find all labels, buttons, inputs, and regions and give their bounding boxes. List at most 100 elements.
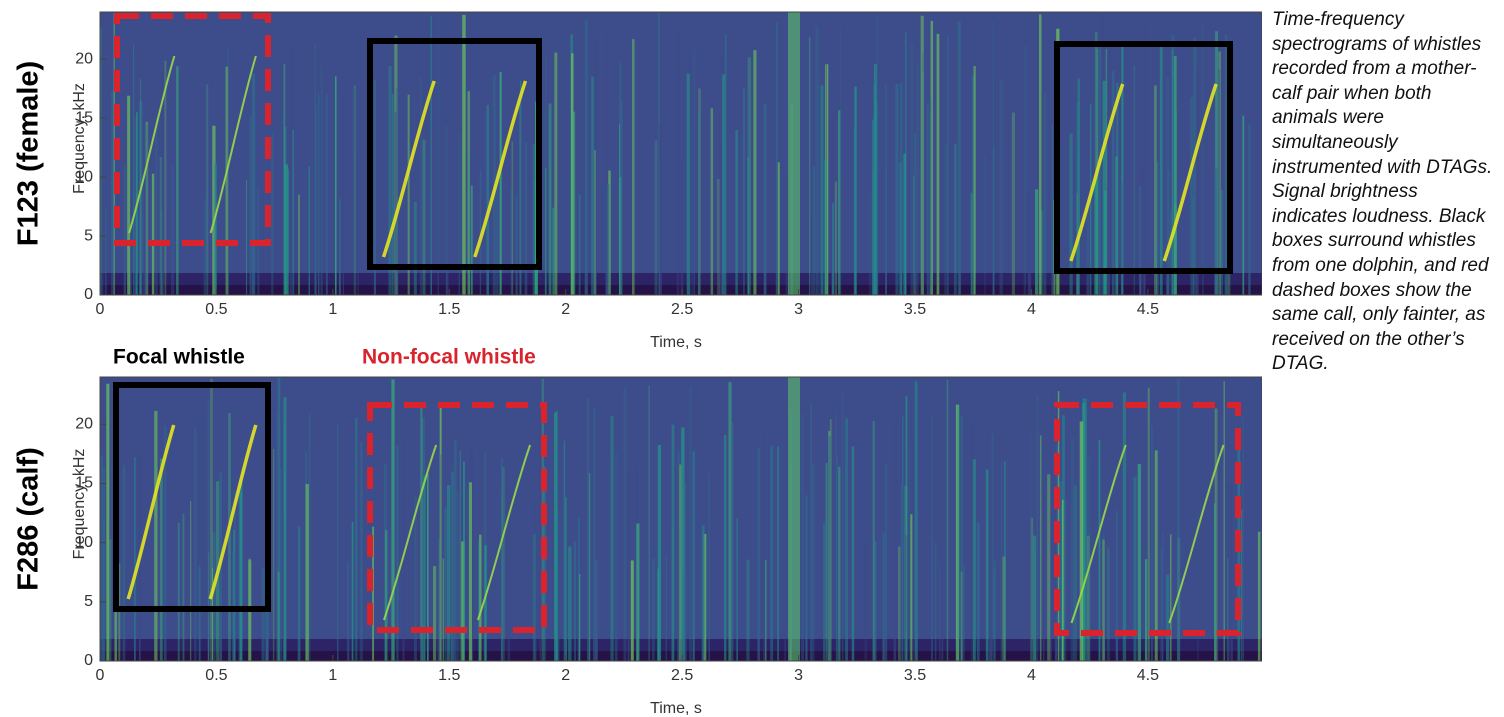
click-stripe <box>957 20 961 295</box>
click-stripe <box>993 569 996 661</box>
click-stripe <box>287 168 289 295</box>
click-stripe <box>388 65 392 295</box>
whistle-contour <box>126 424 176 600</box>
click-stripe <box>823 523 825 661</box>
floor-band <box>100 285 1262 295</box>
x-tick-label: 3 <box>794 667 803 684</box>
click-stripe <box>1197 383 1199 661</box>
click-stripe <box>1076 102 1080 295</box>
x-tick-label: 1 <box>328 667 337 684</box>
click-stripe <box>1030 517 1034 661</box>
click-stripe <box>953 143 957 295</box>
click-stripe <box>1004 461 1006 661</box>
click-stripe <box>747 57 752 295</box>
click-stripe <box>298 194 300 295</box>
click-stripe <box>239 480 243 661</box>
y-tick-label: 20 <box>75 416 93 433</box>
x-tick-label: 1.5 <box>438 301 460 318</box>
y-tick-label: 15 <box>75 475 93 492</box>
click-stripe <box>314 44 317 295</box>
click-stripe <box>1160 549 1163 661</box>
click-stripe <box>532 143 536 295</box>
click-stripe <box>1159 40 1163 295</box>
click-stripe <box>203 198 206 295</box>
click-stripe <box>292 129 295 295</box>
click-stripe <box>593 38 597 295</box>
click-stripe <box>432 566 437 661</box>
click-stripe <box>840 27 842 295</box>
click-stripe <box>619 62 622 295</box>
click-stripe <box>391 379 395 661</box>
click-stripe <box>784 400 786 661</box>
click-stripe <box>337 423 339 661</box>
click-stripe <box>895 84 899 295</box>
click-stripe <box>447 485 451 661</box>
click-stripe <box>959 24 961 295</box>
click-stripe <box>544 54 548 295</box>
click-stripe <box>549 112 551 295</box>
click-stripe <box>913 133 917 295</box>
click-stripe <box>735 130 738 295</box>
click-stripe <box>524 141 528 295</box>
click-stripe <box>171 164 175 295</box>
click-stripe <box>1073 485 1077 661</box>
click-stripe <box>941 575 944 661</box>
click-stripe <box>632 39 635 295</box>
click-stripe <box>1002 556 1006 661</box>
click-stripe <box>812 165 816 295</box>
click-stripe <box>277 377 281 661</box>
click-stripe <box>732 421 734 661</box>
click-stripe <box>785 175 789 295</box>
click-stripe <box>710 108 714 295</box>
click-stripe <box>681 427 685 661</box>
click-stripe <box>708 473 711 661</box>
click-stripe <box>608 170 611 295</box>
click-stripe <box>161 73 164 295</box>
click-stripe <box>359 442 364 661</box>
click-stripe <box>1032 535 1037 661</box>
click-stripe <box>164 425 167 661</box>
click-stripe <box>1143 22 1146 295</box>
click-stripe <box>636 523 640 661</box>
click-stripe <box>999 79 1003 295</box>
click-stripe <box>519 103 521 295</box>
click-stripe <box>132 43 135 295</box>
click-stripe <box>458 132 460 295</box>
click-stripe <box>736 518 738 661</box>
click-stripe <box>912 434 915 661</box>
click-stripe <box>430 15 432 295</box>
click-stripe <box>946 379 949 661</box>
click-stripe <box>1050 394 1052 661</box>
click-stripe <box>160 209 164 295</box>
click-stripe <box>1165 65 1169 295</box>
click-stripe <box>122 464 126 661</box>
click-stripe <box>317 93 320 295</box>
click-stripe <box>342 98 344 295</box>
click-stripe <box>764 559 767 661</box>
click-stripe <box>357 156 359 295</box>
click-stripe <box>444 507 447 661</box>
click-stripe <box>1105 48 1108 295</box>
click-stripe <box>1154 85 1157 295</box>
focal-box <box>1054 41 1233 274</box>
click-stripe <box>395 88 399 295</box>
x-tick-label: 3.5 <box>904 301 926 318</box>
click-stripe <box>984 155 986 295</box>
click-stripe <box>610 415 614 661</box>
click-stripe <box>1242 115 1245 295</box>
click-stripe <box>577 518 580 661</box>
click-stripe <box>824 159 827 295</box>
click-stripe <box>1220 190 1224 295</box>
panel-label: F123 (female) <box>13 61 45 246</box>
click-stripe <box>910 514 913 661</box>
click-stripe <box>123 165 126 295</box>
click-stripe <box>1098 43 1102 295</box>
click-stripe <box>564 497 568 661</box>
click-stripe <box>501 457 503 661</box>
click-stripe <box>103 467 106 661</box>
click-stripe <box>1257 531 1261 661</box>
noise-burst <box>788 377 800 661</box>
click-stripe <box>459 450 461 661</box>
x-tick-label: 4.5 <box>1137 301 1159 318</box>
click-stripe <box>462 14 466 295</box>
